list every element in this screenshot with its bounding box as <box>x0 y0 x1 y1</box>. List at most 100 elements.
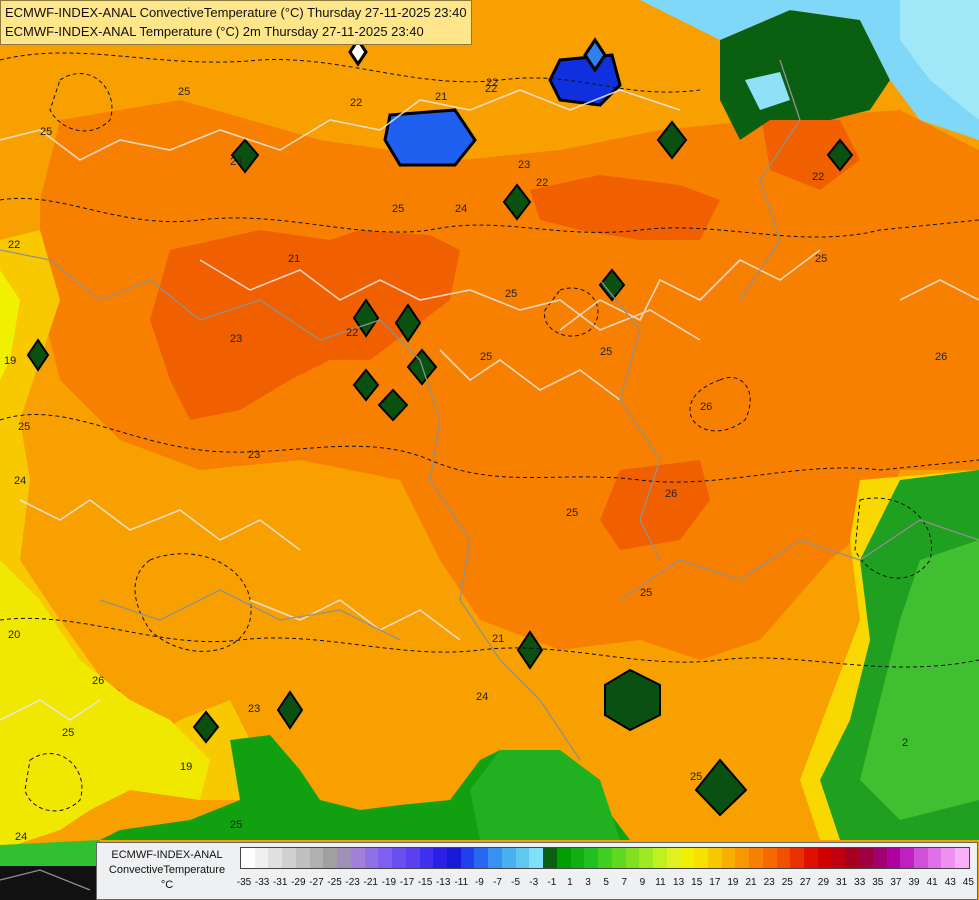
contour-label: 25 <box>230 819 242 831</box>
contour-label: 22 <box>8 239 20 251</box>
contour-label: 26 <box>700 401 712 413</box>
legend-swatch <box>707 848 722 868</box>
legend-tick: 23 <box>763 877 775 888</box>
legend-swatch <box>282 848 296 868</box>
contour-label: 22 <box>536 177 548 189</box>
legend-tick: -5 <box>511 877 521 888</box>
legend-tick: -17 <box>399 877 415 888</box>
legend-swatch <box>529 848 544 868</box>
legend-swatch <box>845 848 860 868</box>
legend-tick: 41 <box>926 877 938 888</box>
legend-tick: 1 <box>567 877 573 888</box>
legend-swatch <box>913 848 928 868</box>
contour-label: 24 <box>455 203 467 215</box>
contour-label: 2 <box>902 737 908 749</box>
legend-tick: 27 <box>799 877 811 888</box>
legend-tick: 37 <box>890 877 902 888</box>
legend-swatch <box>556 848 571 868</box>
legend-tick: -19 <box>381 877 397 888</box>
legend-swatch <box>790 848 805 868</box>
legend-swatch <box>460 848 475 868</box>
legend-swatch <box>804 848 818 868</box>
contour-label: 25 <box>640 587 652 599</box>
contour-label: 25 <box>600 346 612 358</box>
legend-tick: 11 <box>655 877 666 888</box>
color-legend: ECMWF-INDEX-ANAL ConvectiveTemperature °… <box>96 842 978 900</box>
dark-patches <box>26 120 854 817</box>
legend-tick: 31 <box>836 877 848 888</box>
contour-label: 25 <box>62 727 74 739</box>
green-south-center <box>470 750 620 840</box>
legend-tick: -13 <box>435 877 451 888</box>
title-line-2: ECMWF-INDEX-ANAL Temperature (°C) 2m Thu… <box>5 24 424 39</box>
legend-tick: 21 <box>745 877 757 888</box>
legend-tick: -35 <box>236 877 252 888</box>
contour-labels: 25 25 22 22 21 22 23 24 25 24 21 25 22 2… <box>4 77 947 843</box>
legend-tick: -23 <box>345 877 360 888</box>
lightblue-ne <box>640 0 979 140</box>
contour-label: 26 <box>935 351 947 363</box>
legend-swatch <box>859 848 873 868</box>
contour-label: 25 <box>480 351 492 363</box>
legend-swatch <box>735 848 750 868</box>
contour-label: 22 <box>346 327 358 339</box>
black-bottom <box>0 866 100 900</box>
legend-unit: °C <box>160 879 174 891</box>
legend-swatch <box>872 848 887 868</box>
legend-swatch <box>762 848 777 868</box>
legend-swatch <box>337 848 351 868</box>
legend-tick: 33 <box>854 877 866 888</box>
legend-name-line-1: ECMWF-INDEX-ANAL <box>111 849 223 861</box>
contour-label: 19 <box>180 761 192 773</box>
legend-swatch <box>323 848 338 868</box>
borders <box>0 59 979 891</box>
legend-swatch <box>405 848 420 868</box>
legend-swatch <box>900 848 914 868</box>
contour-label: 22 <box>812 171 824 183</box>
legend-swatch <box>625 848 640 868</box>
legend-swatch <box>419 848 434 868</box>
legend-swatch <box>309 848 324 868</box>
cold-patches <box>348 37 622 167</box>
legend-swatch <box>501 848 516 868</box>
legend-tick: -33 <box>254 877 270 888</box>
contour-label: 25 <box>690 771 702 783</box>
contour-label: 24 <box>476 691 488 703</box>
contour-label: 23 <box>248 703 260 715</box>
legend-tick: 43 <box>944 877 956 888</box>
legend-tick: -11 <box>454 877 469 888</box>
legend-tick: -3 <box>529 877 539 888</box>
legend-swatch <box>543 848 557 868</box>
contour-label: 26 <box>92 675 104 687</box>
legend-tick: 25 <box>781 877 793 888</box>
contour-label: 23 <box>248 449 260 461</box>
legend-swatch <box>666 848 681 868</box>
legend-title: ECMWF-INDEX-ANAL ConvectiveTemperature °… <box>101 848 233 893</box>
legend-swatch <box>927 848 942 868</box>
title-line-1: ECMWF-INDEX-ANAL ConvectiveTemperature (… <box>5 5 467 20</box>
legend-tick: 19 <box>727 877 739 888</box>
legend-tick: 9 <box>639 877 646 888</box>
legend-swatch <box>653 848 667 868</box>
map-title-box: ECMWF-INDEX-ANAL ConvectiveTemperature (… <box>0 0 472 45</box>
legend-tick: -9 <box>474 877 484 888</box>
legend-swatch <box>474 848 489 868</box>
legend-swatch <box>364 848 379 868</box>
legend-tick: -1 <box>547 877 557 888</box>
contour-label: 25 <box>178 86 190 98</box>
legend-swatch <box>295 848 310 868</box>
legend-tick: 39 <box>908 877 920 888</box>
contour-label: 23 <box>518 159 530 171</box>
legend-swatch <box>941 848 956 868</box>
hot-region-3 <box>760 110 860 190</box>
legend-tick: 3 <box>585 877 591 888</box>
legend-swatch <box>570 848 585 868</box>
legend-swatch <box>955 848 969 868</box>
legend-tick: -21 <box>363 877 378 888</box>
legend-tick: -27 <box>309 877 324 888</box>
lightblue-ne-2 <box>900 0 979 120</box>
legend-tick: -15 <box>417 877 433 888</box>
yellow-west-2 <box>0 270 20 380</box>
legend-tick: -31 <box>272 877 288 888</box>
contour-label: 21 <box>435 91 447 103</box>
